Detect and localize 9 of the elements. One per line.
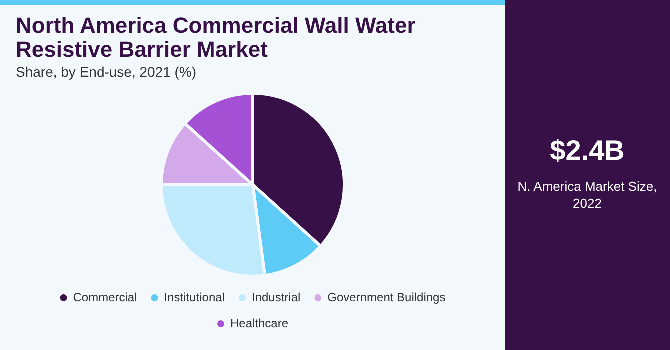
legend-label: Institutional: [164, 290, 225, 304]
legend-label: Healthcare: [230, 316, 289, 330]
legend-label: Government Buildings: [328, 290, 446, 304]
chart-subtitle: Share, by End-use, 2021 (%): [16, 64, 197, 80]
text: N. America Market Size, 2022: [516, 178, 658, 212]
legend-label: Commercial: [73, 290, 138, 304]
chart-title: North America Commercial Wall Water Resistive Barrier Market: [16, 13, 417, 62]
text: $2.4B: [549, 135, 626, 167]
legend-label: Industrial: [252, 290, 301, 304]
